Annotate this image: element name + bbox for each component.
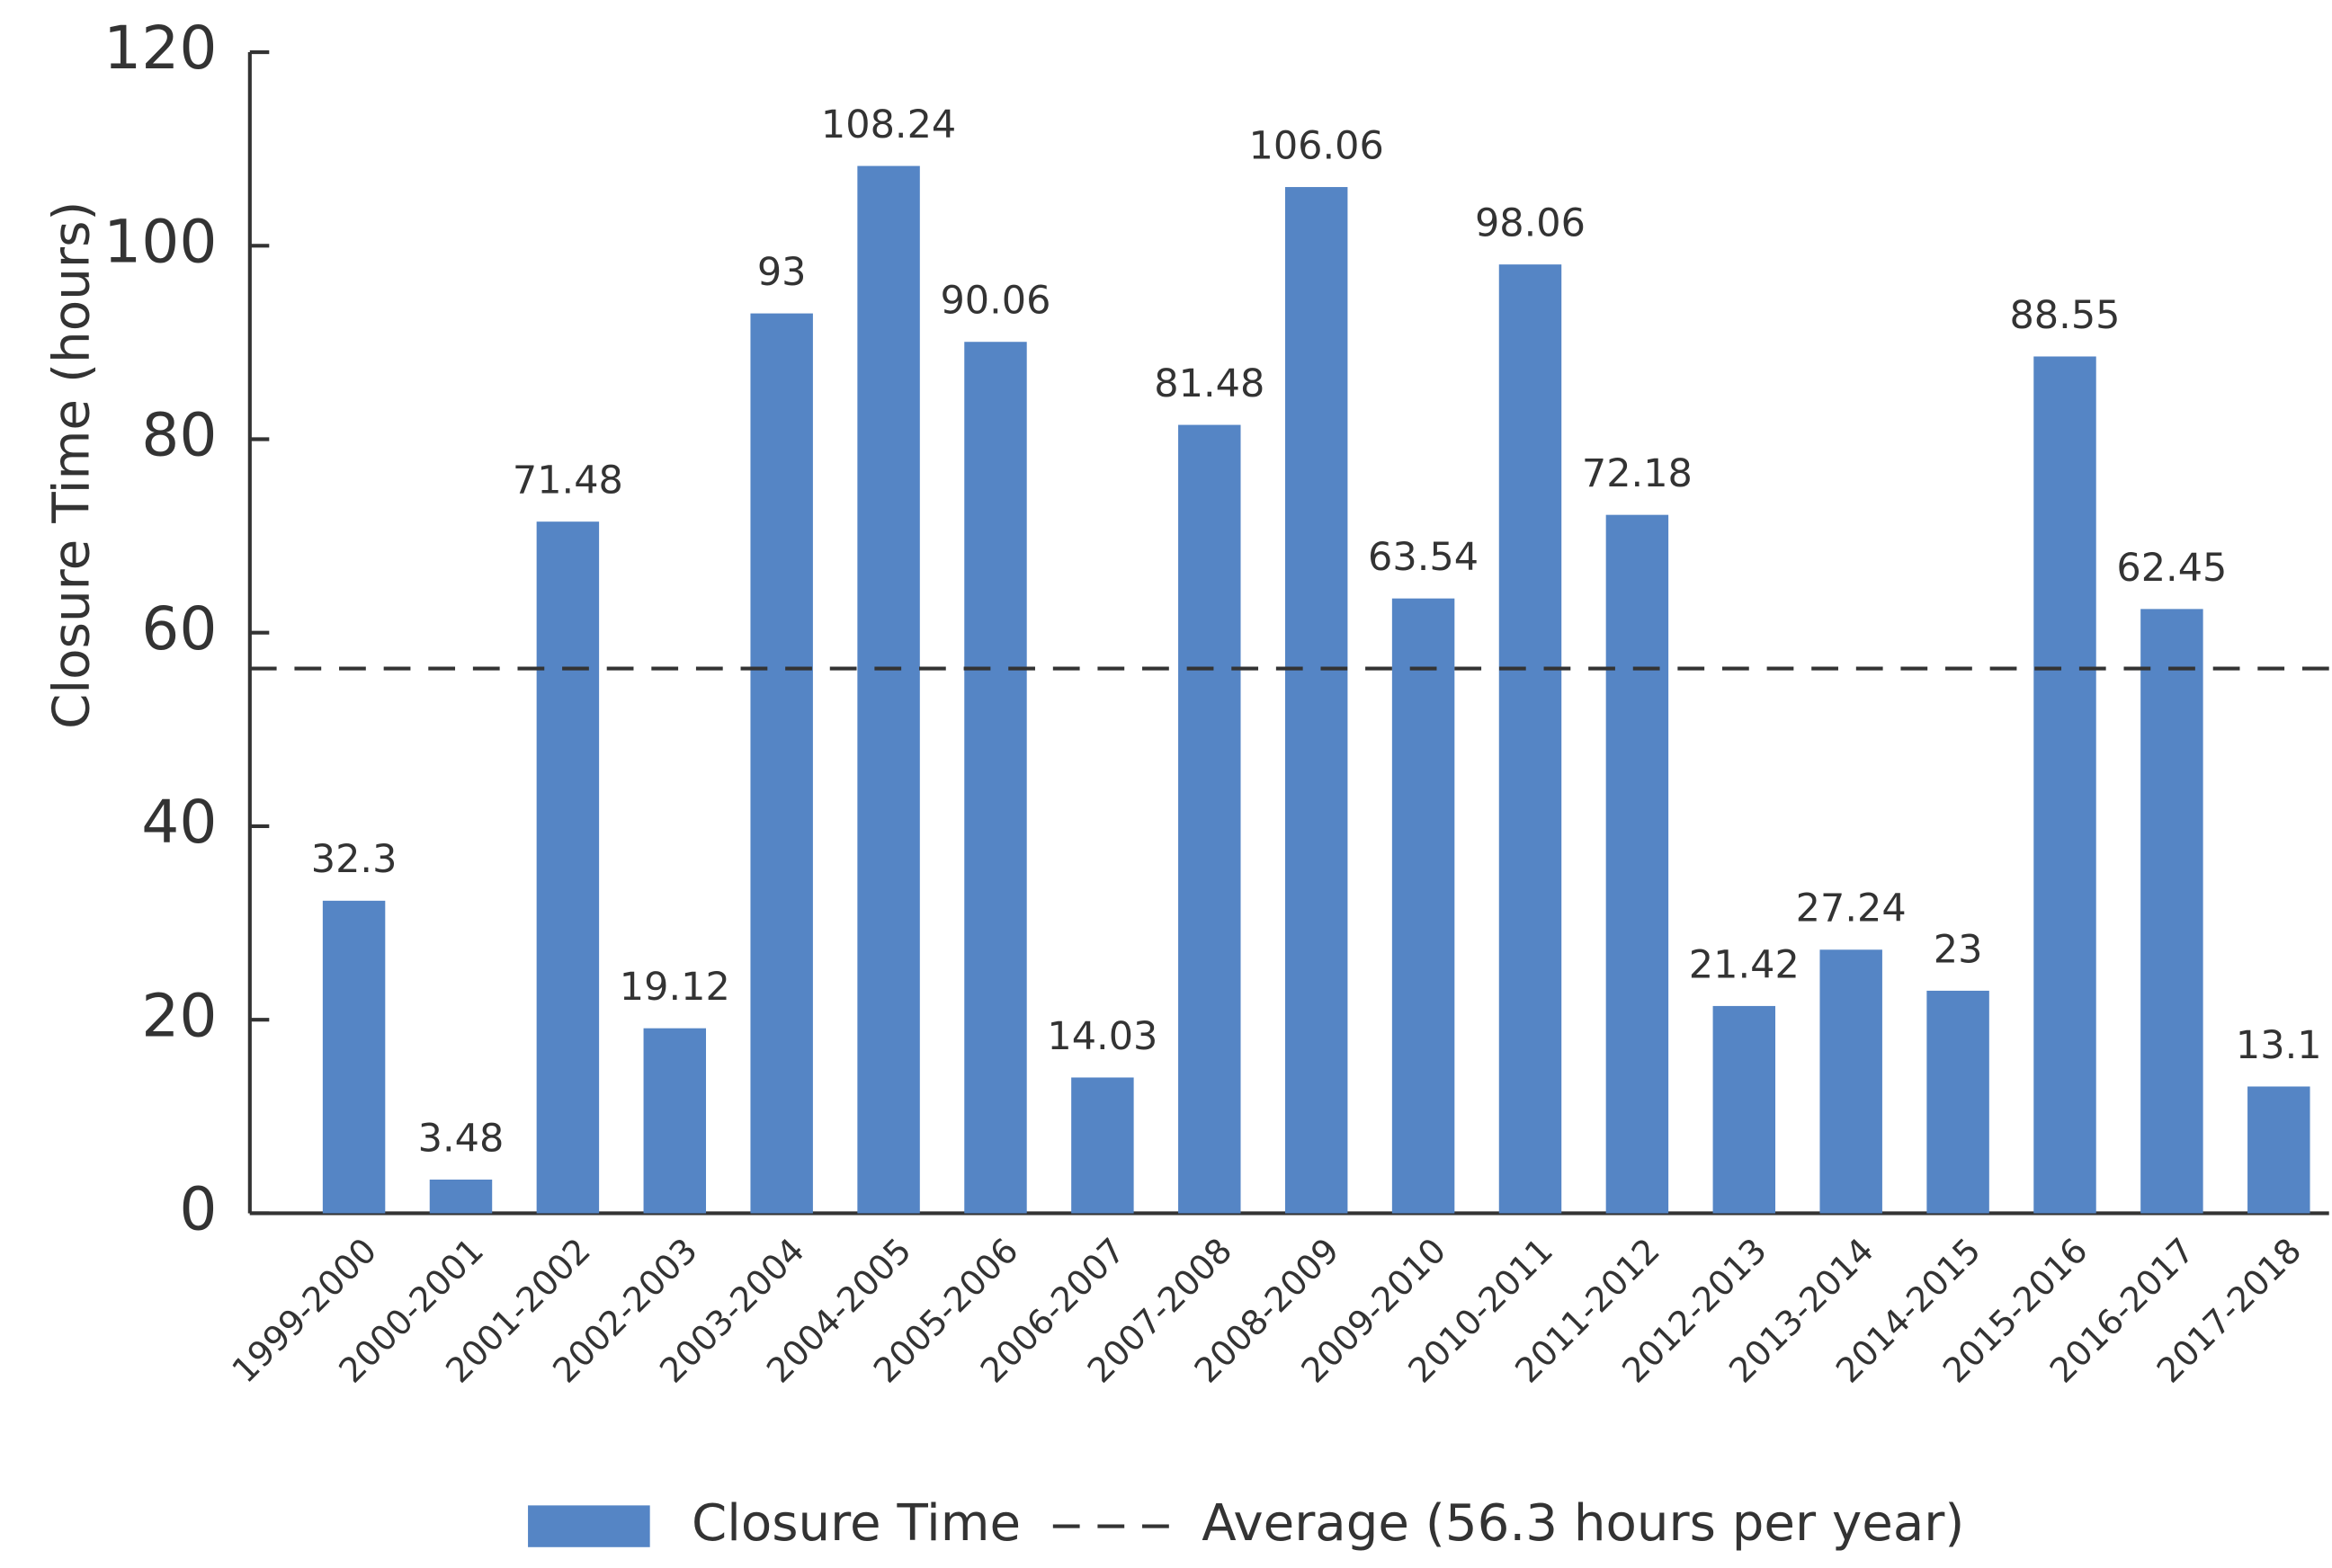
- bar: [1071, 1077, 1134, 1214]
- value-label: 88.55: [2009, 293, 2120, 338]
- value-label: 62.45: [2116, 546, 2227, 591]
- bar: [1712, 1005, 1776, 1214]
- y-tick-label: 20: [141, 981, 217, 1050]
- bar: [2033, 356, 2096, 1214]
- legend-swatch: [528, 1505, 650, 1547]
- value-label: 93: [757, 250, 807, 295]
- value-label: 19.12: [620, 965, 730, 1010]
- bar: [857, 165, 920, 1214]
- bar: [1498, 264, 1562, 1214]
- value-label: 90.06: [940, 279, 1050, 324]
- bar: [322, 900, 386, 1214]
- bar: [536, 521, 600, 1214]
- value-label: 27.24: [1796, 886, 1907, 931]
- value-label: 71.48: [513, 459, 623, 503]
- value-label: 106.06: [1248, 123, 1383, 168]
- value-label: 81.48: [1154, 361, 1264, 406]
- bar: [429, 1179, 493, 1214]
- bar: [964, 342, 1027, 1214]
- bar: [1391, 598, 1455, 1214]
- y-tick-label: 100: [103, 207, 217, 276]
- value-label: 23: [1934, 927, 1983, 972]
- bar: [1926, 990, 1989, 1214]
- bar: [643, 1028, 707, 1214]
- value-label: 21.42: [1689, 942, 1800, 987]
- value-label: 3.48: [418, 1116, 505, 1161]
- legend-label: Average (56.3 hours per year): [1202, 1494, 1964, 1553]
- bar: [2247, 1086, 2310, 1214]
- y-tick-label: 80: [141, 401, 217, 470]
- value-label: 32.3: [311, 837, 398, 882]
- bar: [1819, 949, 1882, 1214]
- value-label: 108.24: [821, 102, 956, 147]
- value-label: 63.54: [1368, 535, 1479, 580]
- bar: [1605, 514, 1669, 1214]
- y-axis-label: Closure Time (hours): [42, 201, 101, 729]
- bar: [750, 313, 813, 1214]
- bar: [1178, 424, 1241, 1214]
- y-tick-label: 40: [141, 788, 217, 857]
- value-label: 14.03: [1047, 1014, 1157, 1059]
- legend-label: Closure Time: [692, 1494, 1021, 1553]
- bar: [1284, 187, 1348, 1214]
- value-label: 13.1: [2236, 1023, 2322, 1068]
- value-label: 72.18: [1582, 451, 1693, 496]
- value-label: 98.06: [1475, 201, 1586, 246]
- y-tick-label: 120: [103, 13, 217, 83]
- bar: [2140, 609, 2203, 1214]
- y-tick-label: 60: [141, 594, 217, 664]
- y-tick-label: 0: [179, 1174, 217, 1243]
